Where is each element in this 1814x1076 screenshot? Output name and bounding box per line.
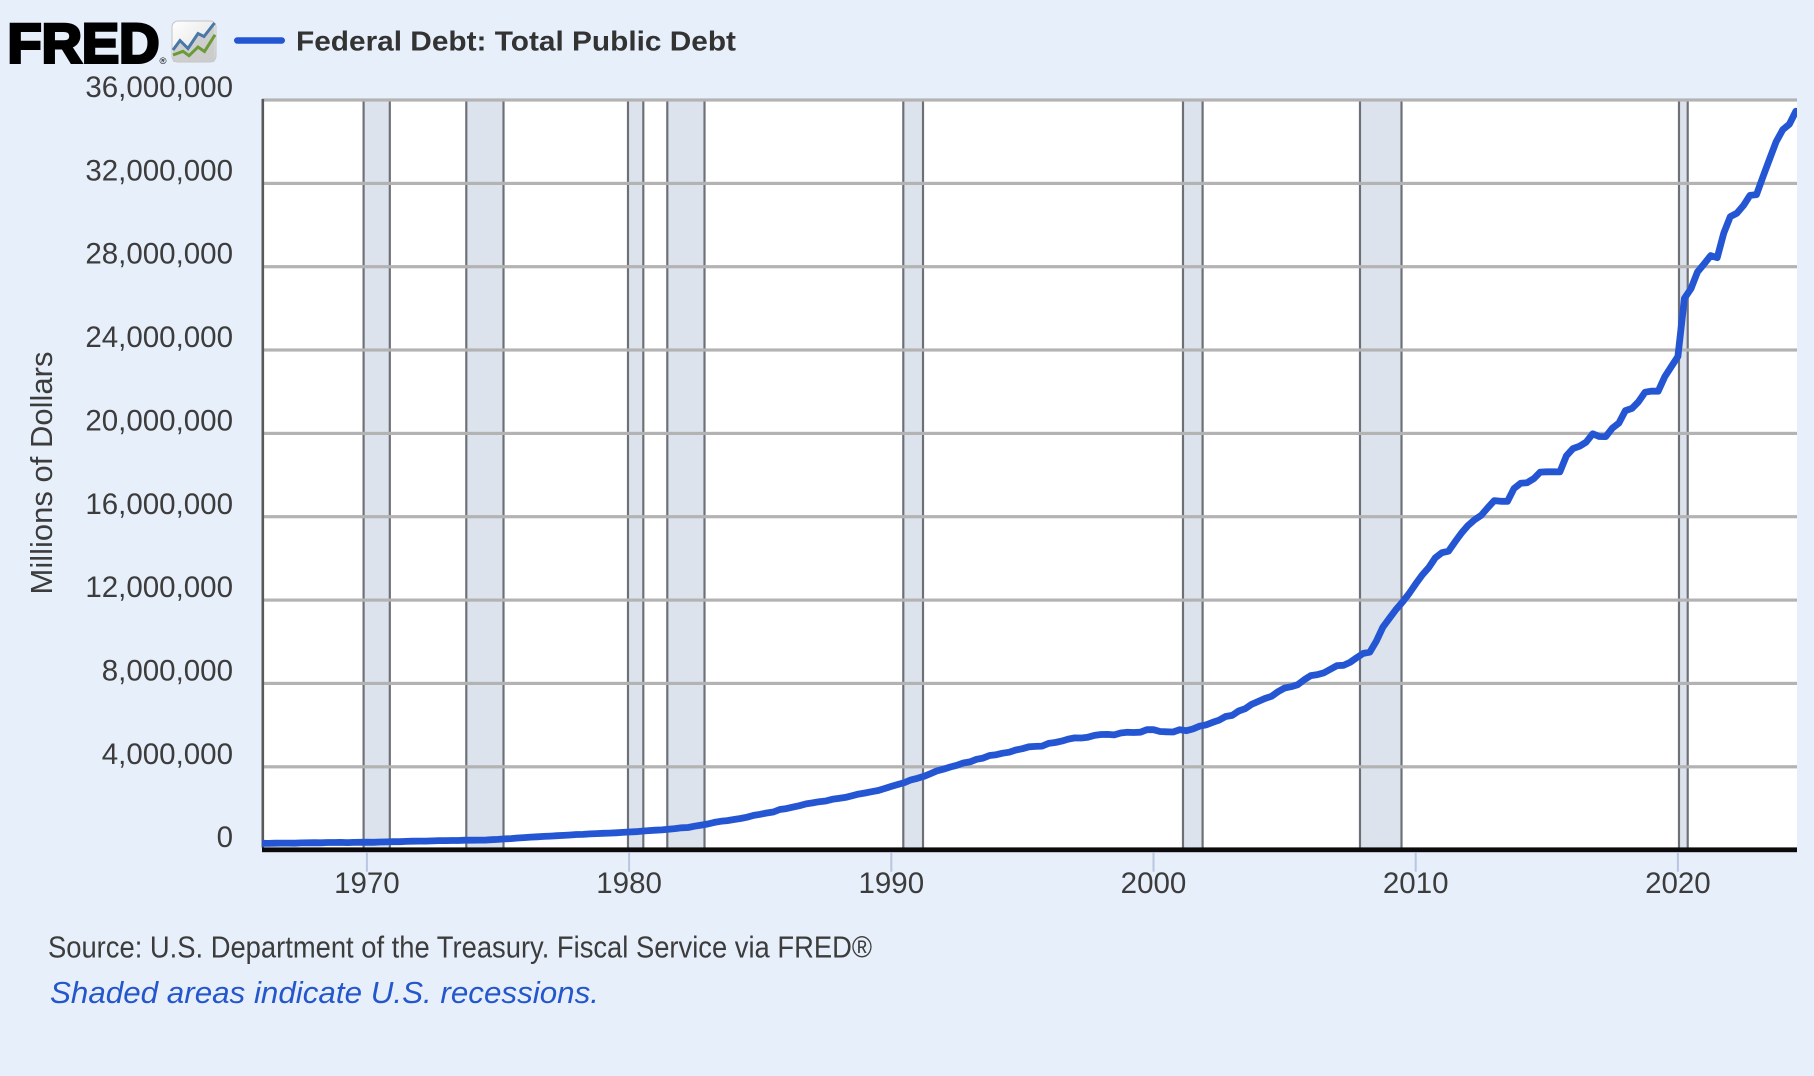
svg-text:28,000,000: 28,000,000 (85, 238, 233, 271)
svg-text:0: 0 (217, 821, 233, 854)
svg-text:Shaded areas indicate U.S. rec: Shaded areas indicate U.S. recessions. (50, 975, 599, 1010)
svg-text:8,000,000: 8,000,000 (102, 654, 233, 687)
svg-text:FRED: FRED (8, 12, 160, 74)
svg-text:Millions of Dollars: Millions of Dollars (24, 352, 59, 595)
svg-text:1970: 1970 (334, 867, 400, 900)
svg-text:12,000,000: 12,000,000 (85, 571, 233, 604)
svg-text:2000: 2000 (1121, 867, 1187, 900)
svg-text:32,000,000: 32,000,000 (85, 154, 233, 187)
svg-text:16,000,000: 16,000,000 (85, 488, 233, 521)
svg-text:1990: 1990 (858, 867, 924, 900)
svg-text:Source: U.S. Department of the: Source: U.S. Department of the Treasury.… (48, 930, 872, 965)
svg-text:®: ® (160, 56, 167, 67)
svg-text:2010: 2010 (1383, 867, 1449, 900)
svg-text:24,000,000: 24,000,000 (85, 321, 233, 354)
svg-text:2020: 2020 (1645, 867, 1711, 900)
svg-text:1980: 1980 (596, 867, 662, 900)
svg-text:Federal Debt: Total Public Deb: Federal Debt: Total Public Debt (296, 26, 736, 57)
svg-text:20,000,000: 20,000,000 (85, 404, 233, 437)
svg-text:36,000,000: 36,000,000 (85, 71, 233, 104)
svg-text:4,000,000: 4,000,000 (102, 738, 233, 771)
